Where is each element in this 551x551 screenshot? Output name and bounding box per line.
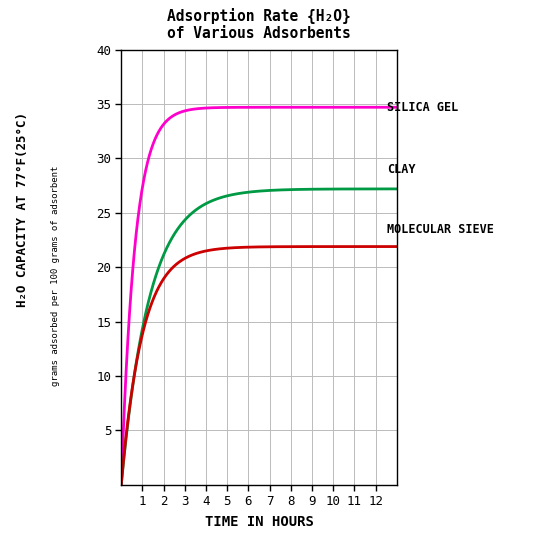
Text: CLAY: CLAY — [387, 163, 415, 176]
Text: MOLECULAR SIEVE: MOLECULAR SIEVE — [387, 223, 494, 236]
X-axis label: TIME IN HOURS: TIME IN HOURS — [204, 515, 314, 528]
Text: grams adsorbed per 100 grams of adsorbent: grams adsorbed per 100 grams of adsorben… — [51, 165, 60, 386]
Text: SILICA GEL: SILICA GEL — [387, 101, 458, 114]
Text: H₂O CAPACITY AT 77°F(25°C): H₂O CAPACITY AT 77°F(25°C) — [15, 112, 29, 307]
Title: Adsorption Rate {H₂O}
of Various Adsorbents: Adsorption Rate {H₂O} of Various Adsorbe… — [167, 8, 351, 41]
